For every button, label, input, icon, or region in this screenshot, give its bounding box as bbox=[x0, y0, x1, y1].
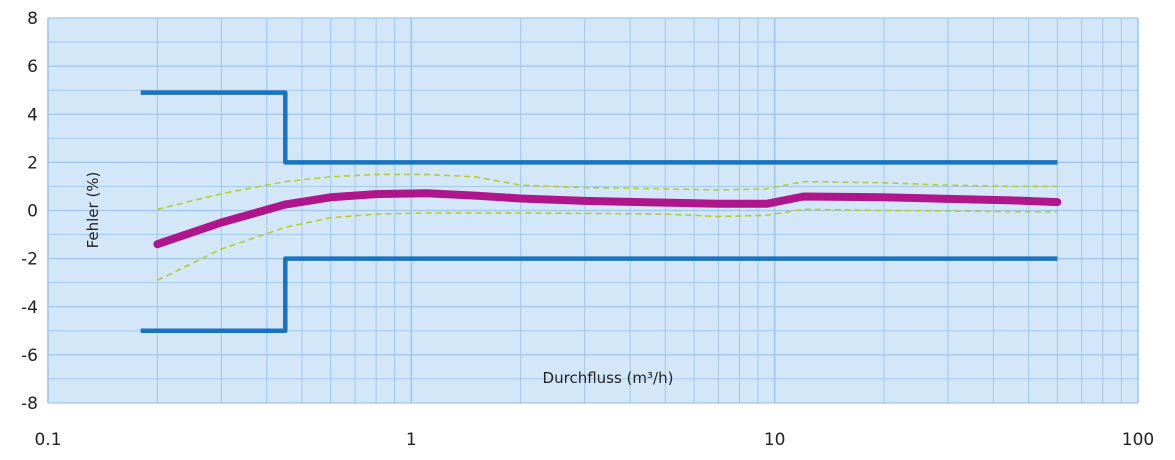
error-curve-line bbox=[153, 189, 1062, 249]
y-tick-label: -4 bbox=[21, 298, 38, 318]
y-axis-label: Fehler (%) bbox=[84, 172, 102, 249]
y-tick-label: -2 bbox=[21, 250, 38, 270]
y-tick-label: 2 bbox=[27, 153, 38, 173]
x-tick-label: 0.1 bbox=[34, 430, 61, 450]
y-tick-label: -8 bbox=[21, 394, 38, 414]
x-axis-label: Durchfluss (m³/h) bbox=[543, 369, 674, 387]
y-tick-label: -6 bbox=[21, 346, 38, 366]
series-layer bbox=[140, 90, 1062, 334]
y-tick-label: 4 bbox=[27, 105, 38, 125]
x-tick-label: 100 bbox=[1122, 430, 1154, 450]
tick-labels: 8 6 4 2 0 -2 -4 -6 -8 0.1 1 10 100 bbox=[21, 9, 1154, 450]
y-tick-label: 0 bbox=[27, 202, 38, 222]
upper-limit-line bbox=[140, 90, 1058, 165]
lower-tolerance-line bbox=[157, 208, 1058, 282]
y-tick-label: 6 bbox=[27, 57, 38, 77]
y-tick-label: 8 bbox=[27, 9, 38, 29]
x-tick-label: 10 bbox=[764, 430, 786, 450]
x-tick-label: 1 bbox=[406, 430, 417, 450]
upper-tolerance-line bbox=[157, 173, 1058, 211]
lower-limit-line bbox=[140, 256, 1058, 334]
